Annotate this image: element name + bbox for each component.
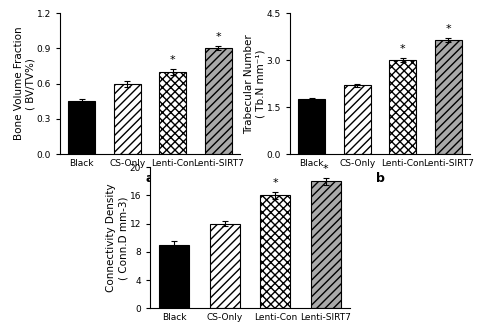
Text: *: * bbox=[272, 178, 278, 188]
Text: *: * bbox=[216, 32, 221, 42]
Text: *: * bbox=[170, 55, 175, 65]
Bar bbox=[434, 40, 462, 154]
X-axis label: b: b bbox=[376, 172, 384, 185]
Text: *: * bbox=[446, 24, 451, 33]
Y-axis label: Connectivity Density
( Conn.D mm-3): Connectivity Density ( Conn.D mm-3) bbox=[106, 183, 128, 292]
Bar bbox=[210, 224, 240, 308]
Bar bbox=[298, 99, 326, 154]
Bar bbox=[260, 195, 290, 308]
Bar bbox=[310, 181, 341, 308]
X-axis label: a: a bbox=[146, 172, 154, 185]
Bar bbox=[114, 84, 141, 154]
Text: *: * bbox=[323, 164, 328, 174]
Y-axis label: Trabecular Number
( Tb.N mm⁻¹): Trabecular Number ( Tb.N mm⁻¹) bbox=[244, 34, 265, 133]
Bar bbox=[68, 101, 96, 154]
Y-axis label: Bone Volume Fraction
( BV/TV%): Bone Volume Fraction ( BV/TV%) bbox=[14, 27, 35, 140]
Bar bbox=[159, 245, 190, 308]
Bar bbox=[389, 60, 416, 154]
Text: *: * bbox=[400, 44, 406, 54]
Bar bbox=[344, 85, 371, 154]
Bar bbox=[204, 48, 232, 154]
X-axis label: c: c bbox=[246, 326, 254, 328]
Bar bbox=[159, 72, 186, 154]
